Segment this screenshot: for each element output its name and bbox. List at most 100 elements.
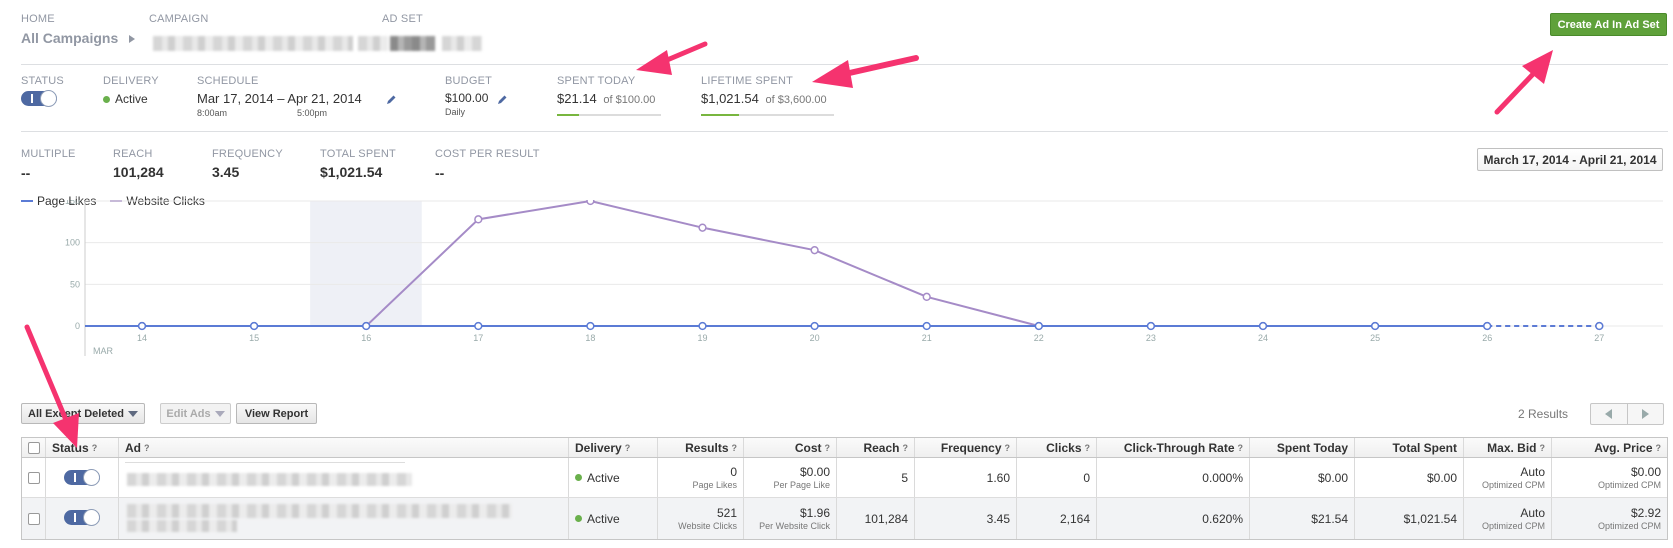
divider (21, 131, 1668, 132)
max-bid-value[interactable]: Auto (1520, 506, 1545, 520)
column-header-spent-today[interactable]: Spent Today (1250, 438, 1355, 457)
column-header-frequency[interactable]: Frequency? (915, 438, 1017, 457)
help-icon[interactable]: ? (731, 442, 738, 453)
frequency-value: 1.60 (915, 458, 1017, 497)
data-point (586, 321, 595, 331)
annotation-arrow-icon (812, 55, 919, 88)
data-point (1258, 321, 1268, 331)
help-icon[interactable]: ? (1084, 442, 1091, 453)
column-header-ctr[interactable]: Click-Through Rate? (1097, 438, 1250, 457)
x-tick-label: 22 (1034, 333, 1044, 343)
results-value: 521 (716, 506, 737, 520)
legend-label: Page Likes (37, 194, 97, 208)
column-header-max-bid[interactable]: Max. Bid? (1464, 438, 1552, 457)
help-icon[interactable]: ? (624, 442, 631, 453)
column-header-reach[interactable]: Reach? (837, 438, 915, 457)
ctr-value: 0.620% (1097, 498, 1250, 539)
x-tick-label: 16 (361, 333, 371, 343)
lifetime-spent-of: of $3,600.00 (765, 94, 827, 106)
avg-price-value: $2.92 (1630, 506, 1661, 520)
prev-page-button[interactable] (1591, 404, 1628, 424)
ad-status-toggle[interactable] (64, 509, 100, 526)
reach-value: 5 (837, 458, 915, 497)
next-page-button[interactable] (1628, 404, 1664, 424)
data-point (249, 321, 259, 331)
x-tick-label: 25 (1370, 333, 1380, 343)
column-header-label: Max. Bid (1487, 440, 1537, 455)
x-tick-label: 21 (922, 333, 932, 343)
edit-schedule-pencil-icon[interactable] (385, 94, 397, 106)
status-toggle[interactable] (21, 90, 57, 107)
data-point (698, 321, 707, 331)
y-tick-label: 50 (70, 279, 80, 289)
select-all-checkbox[interactable] (27, 441, 40, 454)
lifetime-spent-label: LIFETIME SPENT (701, 75, 794, 87)
column-header-cost[interactable]: Cost? (744, 438, 837, 457)
help-icon[interactable]: ? (91, 442, 98, 453)
create-ad-button[interactable]: Create Ad In Ad Set (1550, 13, 1667, 36)
view-report-button[interactable]: View Report (236, 403, 317, 424)
help-icon[interactable]: ? (1539, 442, 1546, 453)
edit-ads-button[interactable]: Edit Ads (160, 403, 231, 424)
data-point (586, 200, 595, 206)
breadcrumb-home-link[interactable]: All Campaigns (21, 30, 119, 46)
x-tick-label: 20 (810, 333, 820, 343)
date-range-picker[interactable]: March 17, 2014 - April 21, 2014 (1477, 148, 1663, 171)
adset-name-redacted[interactable] (390, 36, 435, 51)
row-checkbox[interactable] (27, 471, 40, 484)
edit-budget-pencil-icon[interactable] (496, 94, 508, 106)
ad-name-redacted[interactable] (127, 473, 412, 486)
data-point (474, 215, 483, 224)
breadcrumb-home-label: HOME (21, 13, 55, 25)
x-tick-label: 15 (249, 333, 259, 343)
breadcrumb-chevron-icon (129, 35, 135, 43)
x-tick-label: 27 (1594, 333, 1604, 343)
ad-name-redacted[interactable] (127, 504, 512, 518)
ad-status-toggle[interactable] (64, 469, 100, 486)
annotation-arrow-icon (636, 41, 708, 75)
cost-value: $0.00 (799, 465, 830, 479)
x-tick-label: 24 (1258, 333, 1268, 343)
results-type: Website Clicks (678, 521, 737, 531)
data-point (137, 321, 147, 331)
campaign-name-redacted[interactable] (153, 36, 353, 51)
help-icon[interactable]: ? (824, 442, 831, 453)
delivery-status: Active (587, 470, 620, 485)
column-header-results[interactable]: Results? (658, 438, 744, 457)
data-point (1483, 321, 1492, 331)
help-icon[interactable]: ? (144, 442, 150, 453)
row-checkbox[interactable] (27, 512, 40, 525)
legend-item-page-likes[interactable]: Page Likes (21, 194, 96, 208)
legend-swatch-page-likes (21, 200, 33, 202)
column-header-avg-price[interactable]: Avg. Price? (1552, 438, 1667, 457)
column-header-total-spent[interactable]: Total Spent (1355, 438, 1464, 457)
table-row[interactable]: Active 521 Website Clicks $1.96 Per Websit… (22, 498, 1667, 539)
data-point (362, 321, 371, 331)
table-row[interactable]: Active 0 Page Likes $0.00 Per Page Like 5 … (22, 458, 1667, 498)
ad-name-redacted-line2 (127, 520, 237, 532)
column-header-label: Ad (125, 440, 141, 455)
divider (21, 64, 1668, 65)
column-header-clicks[interactable]: Clicks? (1017, 438, 1097, 457)
results-count: 2 Results (1518, 407, 1569, 421)
chevron-left-icon (1605, 409, 1613, 419)
help-icon[interactable]: ? (1655, 442, 1662, 453)
max-bid-value[interactable]: Auto (1520, 465, 1545, 479)
x-tick-label: 14 (137, 333, 147, 343)
filter-dropdown[interactable]: All Except Deleted (21, 403, 145, 424)
help-icon[interactable]: ? (1237, 442, 1244, 453)
delivery-value: Active (115, 92, 148, 106)
spent-today-progress (557, 114, 661, 116)
column-header-delivery[interactable]: Delivery? (569, 438, 658, 457)
cost-value: $1.96 (799, 506, 830, 520)
reach-value: 101,284 (837, 498, 915, 539)
adset-name-redacted-tail (442, 36, 482, 51)
chevron-right-icon (1641, 409, 1649, 419)
help-icon[interactable]: ? (902, 442, 909, 453)
max-bid-type: Optimized CPM (1481, 521, 1545, 531)
help-icon[interactable]: ? (1004, 442, 1011, 453)
campaign-name-redacted-tail (358, 36, 388, 51)
column-header-status[interactable]: Status? (46, 438, 119, 457)
column-header-label: Results (685, 440, 729, 455)
column-header-ad[interactable]: Ad? (119, 438, 569, 457)
